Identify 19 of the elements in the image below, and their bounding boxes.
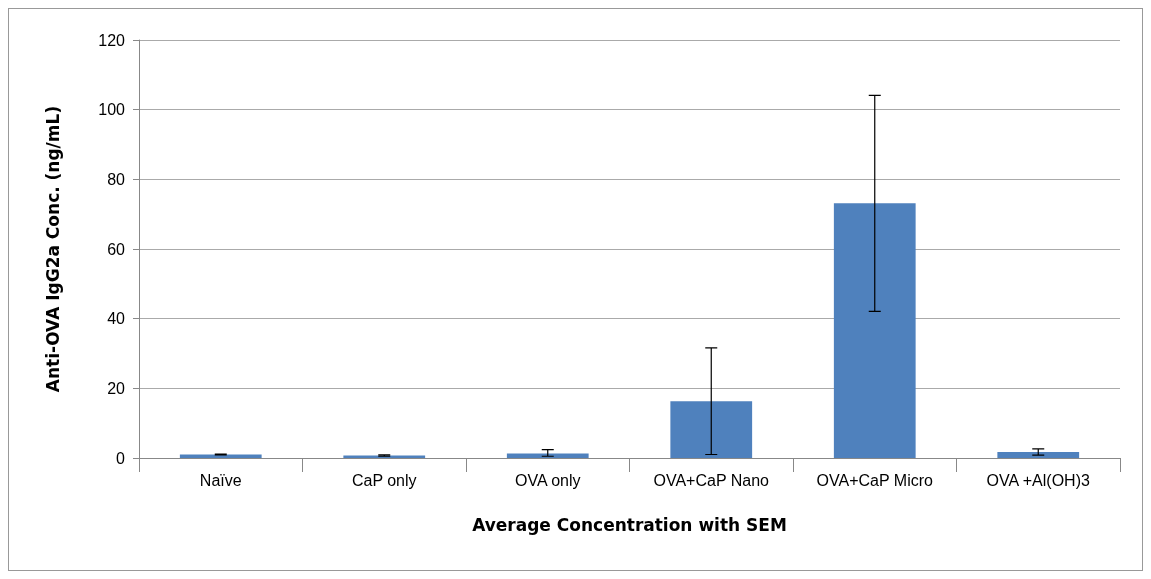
y-tick-label: 120 (98, 31, 126, 49)
x-tick-label: OVA only (514, 471, 581, 489)
y-tick-label: 80 (107, 170, 126, 188)
x-tick-label: OVA+CaP Micro (816, 471, 934, 489)
x-tick-label: OVA+CaP Nano (653, 471, 770, 489)
bar (506, 453, 589, 458)
bar (670, 401, 753, 458)
x-tick-label: Naïve (199, 471, 242, 489)
y-tick-label: 40 (107, 310, 126, 328)
x-tick-label: CaP only (351, 471, 417, 489)
y-tick-label: 100 (98, 101, 126, 119)
x-axis-title: Average Concentration with SEM (472, 514, 787, 535)
x-tick-label: OVA +Al(OH)3 (986, 471, 1090, 489)
y-tick-label: 60 (107, 240, 126, 258)
y-tick-label: 0 (116, 449, 126, 467)
bar (833, 203, 916, 458)
y-tick-label: 20 (107, 379, 126, 397)
y-axis-title: Anti-OVA IgG2a Conc. (ng/mL) (42, 105, 63, 393)
bar (997, 452, 1080, 458)
